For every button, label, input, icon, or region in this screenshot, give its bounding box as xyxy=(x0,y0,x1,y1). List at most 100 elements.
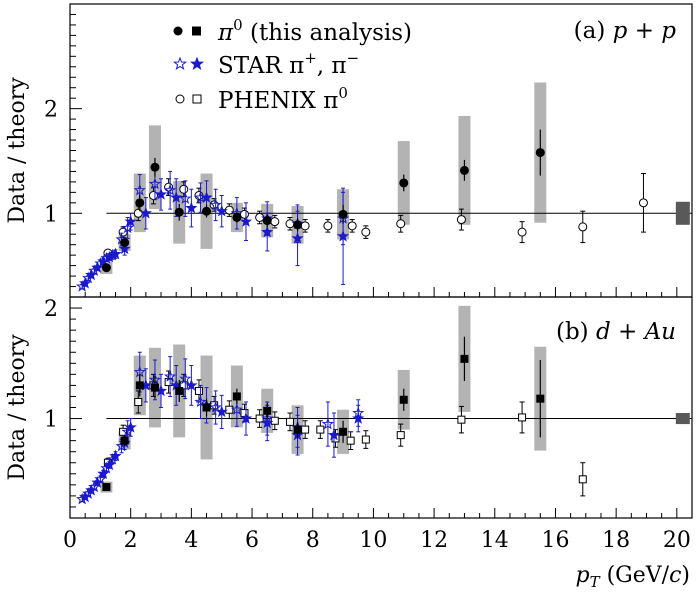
legend-star-sup1: + xyxy=(304,49,317,67)
star-plus-point-b-12 xyxy=(194,395,207,408)
x-axis-label-unit-post: ) xyxy=(681,563,690,588)
star-minus-point-b-17 xyxy=(327,428,341,441)
phenix-point-a-12 xyxy=(285,219,295,229)
star-plus-point-b-17 xyxy=(321,417,335,430)
y-axis-label-b: Data / theory xyxy=(5,334,30,481)
x-axis: 0 2 4 6 8 10 12 14 16 18 20 pT (GeV/c) xyxy=(63,528,691,591)
pi0-point-b-8 xyxy=(293,425,302,434)
phenix-point-b-4 xyxy=(164,378,173,387)
panel-label-gap-b xyxy=(589,319,596,345)
phenix-point-a-14 xyxy=(323,221,333,231)
star-minus-point-a-10 xyxy=(170,191,183,203)
legend-phenix-circle xyxy=(175,94,185,104)
star-minus-point-a-14 xyxy=(239,215,253,227)
x-tick-label-8: 16 xyxy=(541,528,569,553)
phenix-point-a-4 xyxy=(164,182,174,192)
star-minus-point-a-17 xyxy=(336,229,350,242)
phenix-point-b-19 xyxy=(457,415,466,424)
x-tick-label-10: 20 xyxy=(663,528,691,553)
phenix-point-b-21 xyxy=(578,475,587,484)
star-minus-point-b-0 xyxy=(79,490,92,503)
phenix-point-b-18 xyxy=(396,431,405,440)
phenix-point-a-5 xyxy=(179,184,189,194)
star-plus-point-a-8 xyxy=(133,183,146,196)
star-plus-point-b-10 xyxy=(164,370,177,382)
x-axis-label-gap xyxy=(600,563,607,588)
star-plus-point-b-14 xyxy=(230,403,243,415)
phenix-point-b-6 xyxy=(194,386,203,395)
x-axis-label-var: p xyxy=(575,563,589,588)
legend-pi0-text: π0 (this analysis) xyxy=(217,16,412,46)
pi0-point-a-3 xyxy=(150,162,160,172)
star-minus-point-b-7 xyxy=(124,420,137,433)
star-plus-point-a-9 xyxy=(148,177,162,190)
pi0-point-b-6 xyxy=(232,392,241,401)
phenix-point-b-2 xyxy=(134,397,143,406)
star-plus-point-a-13 xyxy=(209,198,222,211)
phenix-point-b-20 xyxy=(518,413,527,422)
pi0-point-a-9 xyxy=(338,209,348,219)
y-axis-label-a: Data / theory xyxy=(5,77,30,224)
x-tick-label-6: 12 xyxy=(420,528,448,553)
phenix-point-a-16 xyxy=(361,227,371,237)
panel-a-pp: 1 2 Data / theory (a) p + p xyxy=(5,3,693,298)
phenix-point-a-20 xyxy=(578,222,588,232)
panel-label-a: (a) p + p xyxy=(574,18,677,44)
star-plus-point-a-7 xyxy=(121,221,134,234)
phenix-point-b-16 xyxy=(346,436,355,445)
x-tick-label-2: 4 xyxy=(184,528,198,553)
pi0-point-b-1 xyxy=(120,436,129,445)
phenix-point-a-2 xyxy=(133,208,143,218)
frame-a xyxy=(69,3,693,298)
star-minus-point-b-11 xyxy=(185,378,198,391)
pi0-point-a-1 xyxy=(120,238,130,248)
x-tick-label-4: 8 xyxy=(306,528,320,553)
x-tick-label-3: 6 xyxy=(245,528,259,553)
pi0-point-a-10 xyxy=(399,178,409,188)
star-minus-point-a-8 xyxy=(139,206,152,219)
phenix-point-b-8 xyxy=(225,405,234,414)
pi0-point-a-11 xyxy=(459,165,469,175)
star-minus-point-b-3 xyxy=(97,467,110,480)
legend-star-sup2: − xyxy=(347,49,360,67)
legend-star-minus-icon xyxy=(189,56,205,71)
star-minus-point-b-15 xyxy=(261,416,274,429)
legend-star-mid: , π xyxy=(317,53,347,79)
x-axis-label: pT (GeV/c) xyxy=(575,563,690,591)
pi0-point-a-8 xyxy=(293,220,303,230)
legend-pi0-sup: 0 xyxy=(233,16,243,34)
star-minus-point-a-7 xyxy=(124,215,137,227)
phenix-point-a-19 xyxy=(517,227,527,237)
phenix-point-b-13 xyxy=(301,425,310,434)
pi0-point-b-5 xyxy=(202,403,211,412)
x-tick-label-9: 18 xyxy=(602,528,630,553)
star-minus-point-a-15 xyxy=(261,225,274,238)
star-minus-point-a-1 xyxy=(85,268,98,281)
x-axis-label-sub: T xyxy=(590,573,601,591)
star-minus-point-a-5 xyxy=(109,247,122,260)
legend-star-text: STAR π+, π− xyxy=(218,49,359,79)
star-plus-point-a-10 xyxy=(164,183,177,196)
pi0-point-b-7 xyxy=(263,406,272,415)
legend-pi0-rest: (this analysis) xyxy=(243,20,412,46)
star-plus-point-b-13 xyxy=(209,401,222,413)
x-tick-label-7: 14 xyxy=(481,528,509,553)
legend-phenix-square xyxy=(192,94,202,104)
norm-box-b xyxy=(675,413,690,425)
pi0-point-b-2 xyxy=(135,381,144,390)
star-minus-point-b-13 xyxy=(215,405,228,418)
star-minus-point-b-2 xyxy=(91,476,104,488)
pi0-point-a-12 xyxy=(535,148,545,158)
norm-box-a xyxy=(675,201,690,225)
pi0-point-a-7 xyxy=(262,216,272,226)
phenix-point-a-15 xyxy=(347,221,357,231)
legend-phenix-label: PHENIX π xyxy=(218,88,338,114)
panel-label-system-a: p + p xyxy=(613,18,677,44)
star-minus-point-a-16 xyxy=(291,231,304,244)
star-minus-point-a-9 xyxy=(154,188,168,200)
star-minus-point-a-12 xyxy=(200,191,213,203)
y-tick-label-a-1: 2 xyxy=(44,98,58,123)
panel-label-gap-a xyxy=(605,18,612,44)
legend-star-label: STAR π xyxy=(218,53,304,79)
phenix-point-b-17 xyxy=(361,435,370,444)
